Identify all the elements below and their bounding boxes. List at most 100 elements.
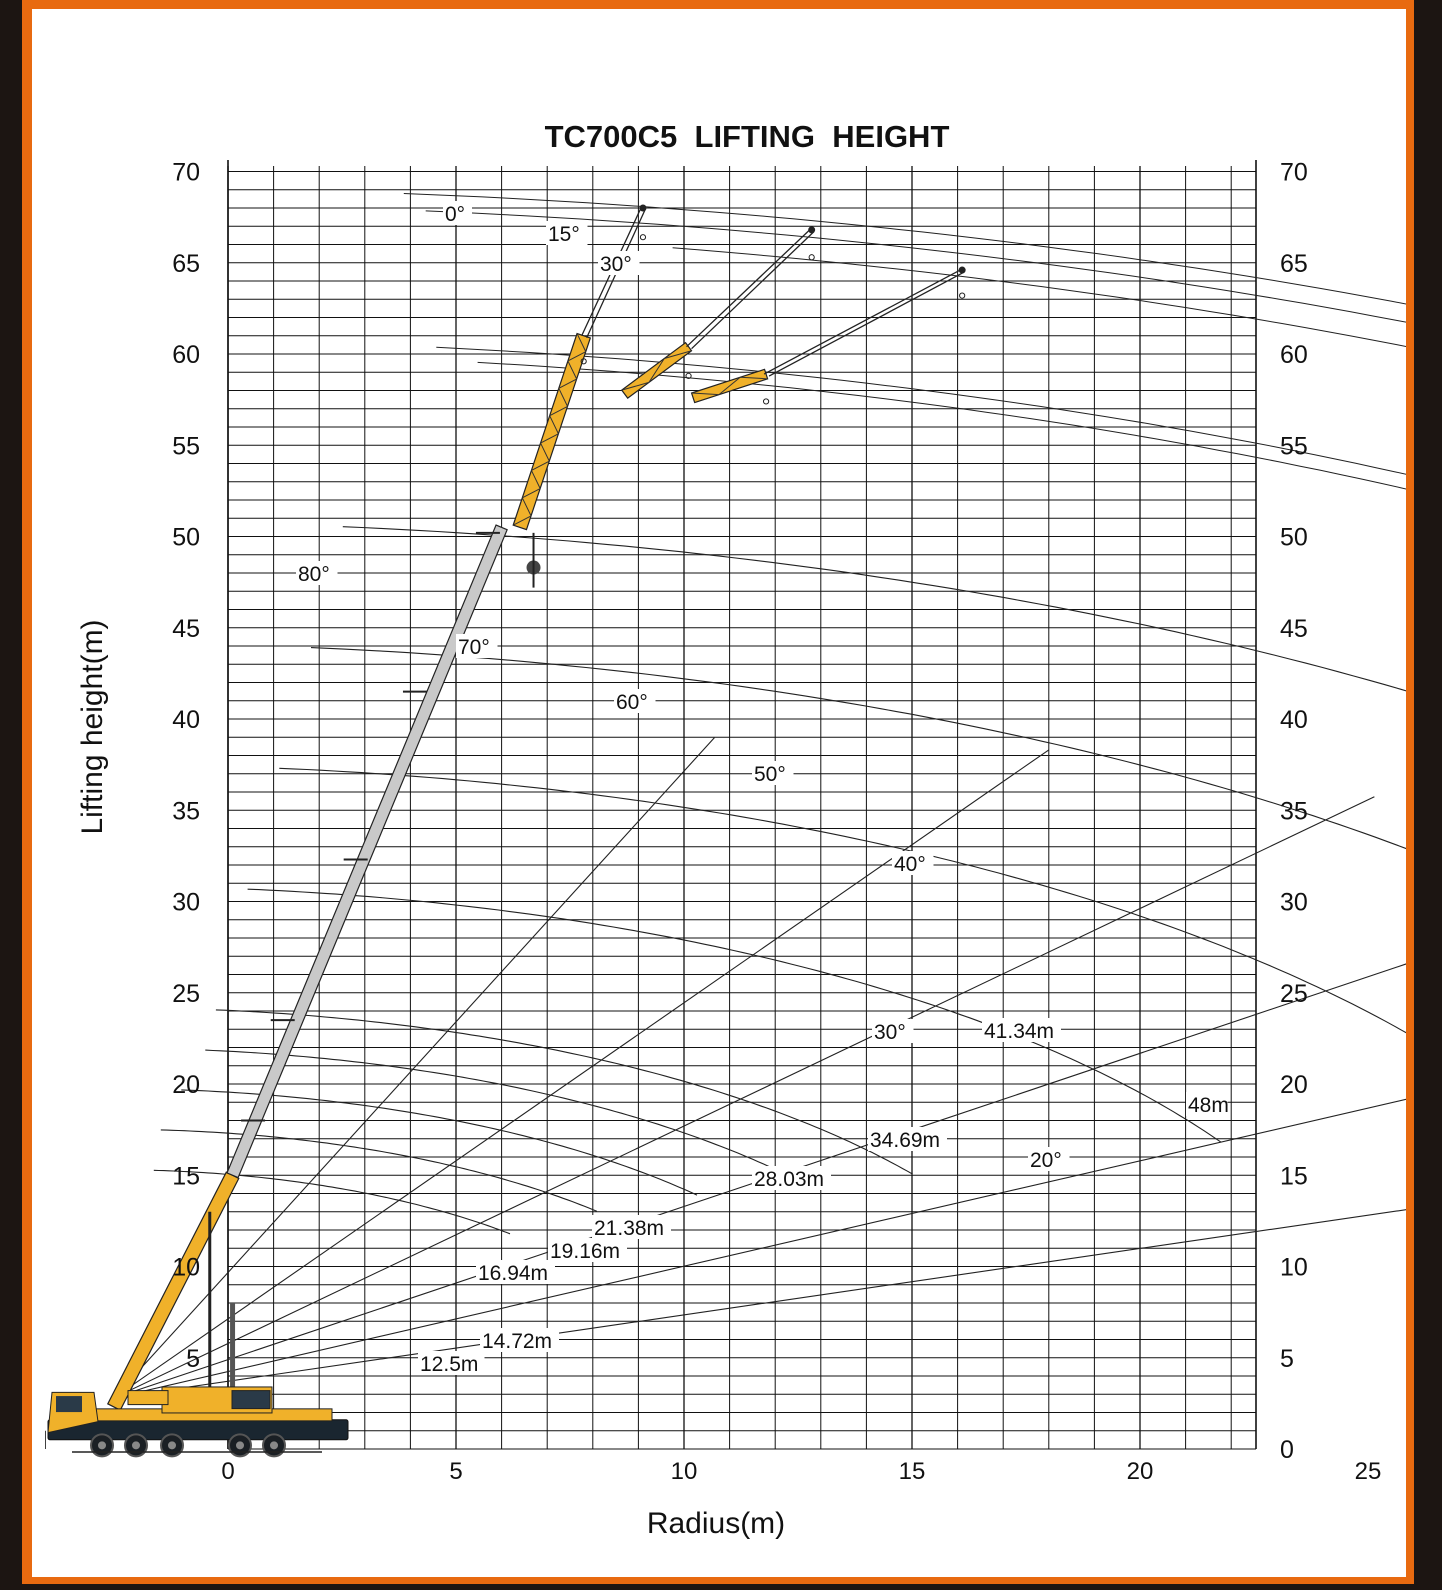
boom-length-arc: [215, 1009, 913, 1175]
truck-wheel-hub: [270, 1441, 278, 1450]
y-tick-label-right: 55: [1280, 432, 1308, 460]
boom-length-label-bg: [418, 1351, 485, 1375]
crane-drawing: [47, 204, 966, 1458]
y-tick-label-left: 15: [172, 1162, 200, 1190]
angle-label: 60°: [616, 691, 648, 714]
hook-marker: [580, 358, 587, 365]
jib-30deg: [768, 271, 965, 377]
grid: [45, 160, 1257, 1450]
boom-length-arc: [181, 1089, 698, 1196]
y-tick-label-left: 10: [172, 1254, 200, 1282]
x-tick-label: 20: [1127, 1458, 1154, 1485]
boom-length-label-bg: [476, 1260, 555, 1284]
angle-label-bg: [892, 851, 934, 875]
y-tick-label-left: 25: [172, 980, 200, 1008]
angle-label: 20°: [1030, 1149, 1062, 1172]
jib-15deg: [686, 229, 811, 348]
lifting-height-chart: TC700C5 LIFTING HEIGHT Lifting height(m)…: [45, 119, 1406, 1540]
angle-line: [113, 1209, 1406, 1399]
truck-wheel-hub: [132, 1441, 140, 1450]
jib-swing-arc: [672, 247, 1406, 348]
operator-cab: [231, 1390, 271, 1410]
angle-line: [113, 1098, 1406, 1399]
boom-length-label-bg: [548, 1238, 627, 1262]
boom-length-label-bg: [752, 1166, 831, 1190]
y-tick-label-left: 65: [172, 250, 200, 278]
y-tick-label-right: 15: [1280, 1162, 1308, 1190]
y-tick-label-left: 30: [172, 889, 200, 917]
jib-offset-label-bg: [546, 221, 588, 245]
boom-length-label-bg: [868, 1127, 947, 1151]
y-tick-label-left: 40: [172, 706, 200, 734]
hook-marker: [639, 234, 647, 241]
x-tick-label: 25: [1355, 1458, 1382, 1485]
angle-label: 80°: [298, 563, 330, 586]
boom-length-label-bg: [592, 1215, 671, 1239]
axis-ticks: 0510152025303540055101015152020252530303…: [172, 159, 1382, 1486]
fly-jib-upright-bracing: [512, 333, 587, 526]
truck-cab-window: [56, 1396, 82, 1413]
main-boom-base: [106, 1171, 240, 1412]
angle-label: 30°: [874, 1021, 906, 1044]
boom-length-arc: [205, 1049, 803, 1184]
jib-offset-label-bg: [598, 251, 640, 275]
angle-label: 40°: [894, 853, 926, 876]
y-tick-label-left: 35: [172, 797, 200, 825]
chart-panel: TC700C5 LIFTING HEIGHT Lifting height(m)…: [32, 9, 1406, 1577]
main-boom-telescopic: [226, 524, 508, 1179]
y-tick-label-right: 45: [1280, 615, 1308, 643]
y-tick-label-left: 55: [172, 432, 200, 460]
hook-marker: [762, 398, 770, 405]
angle-label-bg: [296, 561, 338, 585]
x-tick-label: 10: [671, 1458, 698, 1485]
jib-0deg-tip: [639, 204, 647, 212]
boom-length-label: 16.94m: [478, 1262, 548, 1285]
hook-marker: [685, 372, 692, 379]
y-tick-label-right: 5: [1280, 1345, 1294, 1373]
y-tick-label-right: 10: [1280, 1254, 1308, 1282]
truck-wheel-hub: [98, 1441, 106, 1450]
angle-label-bg: [872, 1019, 914, 1043]
angle-label-bg: [1028, 1147, 1070, 1171]
crane-truck: [47, 1386, 349, 1458]
boom-length-label: 21.38m: [594, 1217, 664, 1240]
y-tick-label-right: 0: [1280, 1436, 1294, 1464]
boom-length-arc: [247, 888, 1222, 1143]
boom-length-label-bg: [480, 1328, 559, 1352]
counterweight: [127, 1390, 169, 1406]
x-axis-label: Radius(m): [647, 1507, 785, 1540]
angle-line: [113, 737, 715, 1399]
y-tick-label-right: 65: [1280, 250, 1308, 278]
y-tick-label-left: 20: [172, 1071, 200, 1099]
y-tick-label-right: 30: [1280, 889, 1308, 917]
truck-wheel-hub: [236, 1441, 244, 1450]
jib-swing-arc: [403, 193, 1406, 305]
jib-offset-label: 30°: [600, 253, 632, 276]
boom-length-arc: [310, 647, 1406, 850]
y-tick-label-right: 70: [1280, 159, 1308, 187]
y-tick-label-right: 25: [1280, 980, 1308, 1008]
jib-15deg-tip: [808, 226, 816, 234]
jib-offset-label: 0°: [445, 203, 465, 226]
truck-wheel-hub: [168, 1441, 176, 1450]
jib-15deg: [691, 231, 815, 350]
angle-label: 50°: [754, 763, 786, 786]
angle-label: 70°: [458, 636, 490, 659]
jib-swing-arc: [425, 210, 1406, 323]
jib-30deg: [763, 269, 961, 375]
x-tick-label: 0: [221, 1458, 234, 1485]
boom-length-label-bg: [982, 1018, 1061, 1042]
y-tick-label-right: 50: [1280, 524, 1308, 552]
jib-offset-label: 15°: [548, 223, 580, 246]
boom-length-label: 14.72m: [482, 1330, 552, 1353]
y-tick-label-right: 40: [1280, 706, 1308, 734]
boom-length-arc: [160, 1129, 598, 1212]
boom-length-label-bg: [1186, 1092, 1228, 1116]
chart-title: TC700C5 LIFTING HEIGHT: [545, 119, 950, 154]
boom-curves: [113, 193, 1406, 1399]
angle-line: [113, 796, 1375, 1399]
boom-length-arc: [279, 767, 1406, 1034]
boom-length-arc: [153, 1169, 511, 1235]
y-tick-label-left: 45: [172, 615, 200, 643]
